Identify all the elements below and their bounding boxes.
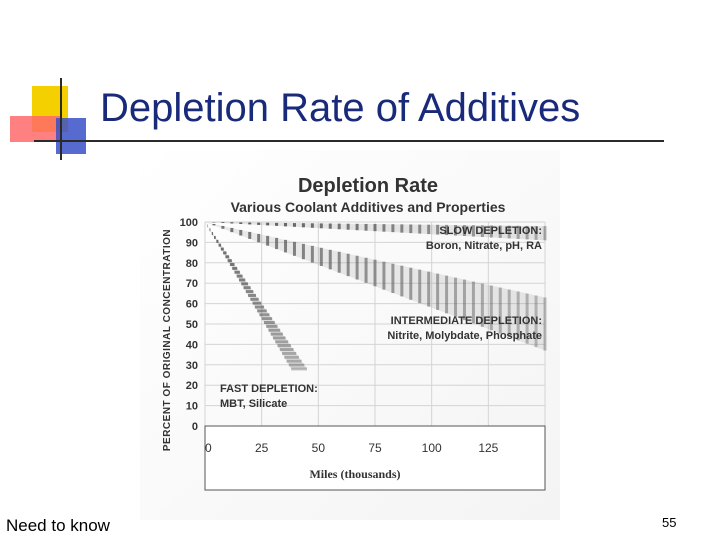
x-tick-label: 0 — [205, 441, 212, 455]
band-fast-depletion — [205, 222, 307, 371]
y-tick-label: 0 — [192, 421, 198, 433]
series-name-label: INTERMEDIATE DEPLETION: — [391, 315, 542, 327]
y-tick-label: 90 — [186, 237, 198, 249]
y-tick-label: 80 — [186, 258, 198, 270]
x-axis-label: Miles (thousands) — [309, 467, 400, 481]
title-underline-rule — [34, 140, 664, 142]
chart-title: Depletion Rate — [298, 175, 438, 197]
series-name-label: FAST DEPLETION: — [220, 383, 318, 395]
x-tick-label: 25 — [255, 441, 269, 455]
x-tick-label: 50 — [312, 441, 326, 455]
series-additives-label: Boron, Nitrate, pH, RA — [426, 240, 542, 252]
band-fill — [205, 222, 307, 369]
x-tick-labels: 0 25 50 75 100 125 — [205, 441, 499, 455]
band-fill — [205, 222, 545, 241]
band-slow-depletion — [205, 222, 547, 241]
x-tick-label: 75 — [368, 441, 382, 455]
y-tick-label: 60 — [186, 299, 198, 311]
y-tick-labels: 0 10 20 30 40 50 60 70 80 90 100 — [180, 217, 198, 433]
accent-vertical-rule — [60, 78, 62, 160]
series-additives-label: Nitrite, Molybdate, Phosphate — [387, 330, 542, 342]
x-axis-box — [204, 425, 546, 491]
x-tick-label: 100 — [422, 441, 442, 455]
slide-title: Depletion Rate of Additives — [100, 86, 581, 130]
chart-subtitle: Various Coolant Additives and Properties — [231, 199, 506, 215]
y-axis-label: PERCENT OF ORIGINAL CONCENTRATION — [162, 229, 173, 451]
depletion-rate-chart: Depletion Rate Various Coolant Additives… — [140, 150, 560, 520]
y-tick-label: 30 — [186, 360, 198, 372]
y-tick-label: 20 — [186, 380, 198, 392]
y-tick-label: 100 — [180, 217, 198, 229]
y-tick-label: 70 — [186, 278, 198, 290]
series-name-label: SLOW DEPLETION: — [439, 225, 542, 237]
y-tick-label: 10 — [186, 401, 198, 413]
band-fill — [205, 222, 545, 351]
series-labels: SLOW DEPLETION: Boron, Nitrate, pH, RA INT… — [220, 225, 542, 410]
x-tick-label: 125 — [478, 441, 498, 455]
y-tick-label: 50 — [186, 319, 198, 331]
y-tick-label: 40 — [186, 339, 198, 351]
footer-note: Need to know — [6, 516, 110, 535]
band-intermediate-depletion — [205, 222, 547, 351]
series-additives-label: MBT, Silicate — [220, 398, 287, 410]
accent-red-bar — [10, 116, 60, 142]
depletion-bands — [205, 222, 547, 371]
page-number: 55 — [662, 515, 677, 530]
